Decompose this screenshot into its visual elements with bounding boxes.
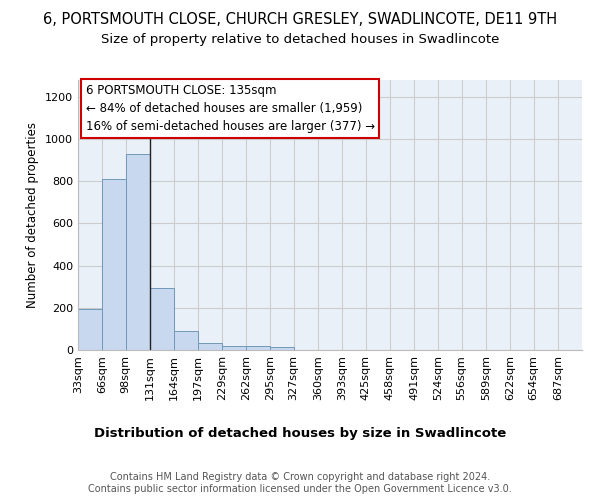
- Bar: [222, 346, 246, 350]
- Text: Contains HM Land Registry data © Crown copyright and database right 2024.
Contai: Contains HM Land Registry data © Crown c…: [88, 472, 512, 494]
- Bar: [78, 310, 102, 350]
- Bar: [246, 346, 270, 350]
- Text: 6 PORTSMOUTH CLOSE: 135sqm
← 84% of detached houses are smaller (1,959)
16% of s: 6 PORTSMOUTH CLOSE: 135sqm ← 84% of deta…: [86, 84, 374, 133]
- Text: Distribution of detached houses by size in Swadlincote: Distribution of detached houses by size …: [94, 428, 506, 440]
- Y-axis label: Number of detached properties: Number of detached properties: [26, 122, 40, 308]
- Bar: [102, 179, 125, 350]
- Bar: [150, 288, 174, 350]
- Bar: [125, 154, 150, 350]
- Text: Size of property relative to detached houses in Swadlincote: Size of property relative to detached ho…: [101, 32, 499, 46]
- Text: 6, PORTSMOUTH CLOSE, CHURCH GRESLEY, SWADLINCOTE, DE11 9TH: 6, PORTSMOUTH CLOSE, CHURCH GRESLEY, SWA…: [43, 12, 557, 28]
- Bar: [199, 342, 222, 350]
- Bar: [270, 348, 293, 350]
- Bar: [174, 332, 199, 350]
